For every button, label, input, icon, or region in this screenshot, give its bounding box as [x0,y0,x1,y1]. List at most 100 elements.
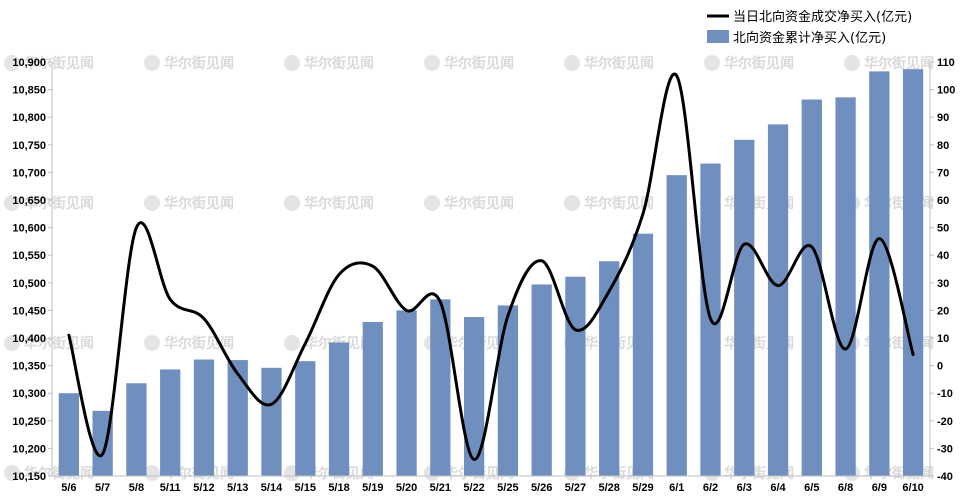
watermark: 华尔街见闻 [424,195,514,212]
y-right-tick-label: 50 [937,223,949,235]
x-tick-label: 5/8 [129,482,144,494]
watermark-logo-icon [564,55,580,71]
y-left-tick-label: 10,600 [12,223,46,235]
watermark-logo-icon [704,55,720,71]
watermark: 华尔街见闻 [144,55,234,72]
legend: 当日北向资金成交净买入(亿元) 北向资金累计净买入(亿元) [707,9,912,46]
watermark-logo-icon [144,195,160,211]
bar-5/13 [227,360,248,476]
x-tick-label: 6/5 [804,482,819,494]
watermark-text: 华尔街见闻 [584,55,654,72]
y-right-tick-label: 30 [937,278,949,290]
line-series [67,72,915,461]
axes: 10,150 10,200 10,250 10,300 10,350 10,400 10,4… [12,57,955,494]
bar-5/26 [531,284,552,476]
bar-5/8 [126,383,147,476]
y-right-tick-label: -40 [937,471,953,483]
bar-6/9 [869,71,890,476]
y-right-tick-label: 90 [937,112,949,124]
y-left-tick-label: 10,500 [12,278,46,290]
y-right-tick-label: 70 [937,167,949,179]
bar-5/20 [396,310,417,476]
bar-5/18 [328,342,350,476]
bar-6/3 [734,139,755,476]
watermark-text: 华尔街见闻 [444,55,514,72]
bar-6/4 [767,124,789,476]
bar-6/5 [801,99,822,476]
watermark-logo-icon [564,195,580,211]
y-right-tick-label: 10 [937,333,949,345]
watermark: 华尔街见闻 [564,55,654,72]
watermark: 华尔街见闻 [144,195,234,212]
x-tick-label: 5/25 [497,482,518,494]
y-right-tick-label: 110 [937,57,955,69]
watermark: 华尔街见闻 [424,55,514,72]
watermark-text: 华尔街见闻 [304,55,374,72]
x-tick-label: 5/19 [362,482,383,494]
watermark-logo-icon [424,55,440,71]
watermark-logo-icon [144,55,160,71]
x-tick-label: 5/20 [396,482,417,494]
watermark-logo-icon [424,195,440,211]
y-right-tick-label: 0 [937,361,943,373]
y-left-tick-label: 10,450 [12,305,46,317]
watermark-logo-icon [4,195,20,211]
x-tick-label: 6/4 [770,482,786,494]
watermark-text: 华尔街见闻 [24,335,94,352]
watermark-text: 华尔街见闻 [444,195,514,212]
y-left-tick-label: 10,150 [12,471,46,483]
y-left-tick-label: 10,900 [12,57,46,69]
x-tick-label: 6/3 [737,482,752,494]
watermark-logo-icon [144,465,160,481]
y-left-tick-label: 10,300 [12,388,46,400]
watermark-text: 华尔街见闻 [24,195,94,212]
bar-5/25 [497,305,519,476]
watermark-text: 华尔街见闻 [584,195,654,212]
watermark: 华尔街见闻 [144,465,234,482]
bar-5/27 [565,276,586,476]
x-tick-label: 5/22 [463,482,484,494]
watermark-logo-icon [4,465,20,481]
watermark-text: 华尔街见闻 [164,55,234,72]
y-left-tick-label: 10,250 [12,416,46,428]
x-tick-label: 5/18 [328,482,349,494]
x-tick-label: 5/11 [160,482,181,494]
bar-5/28 [599,261,620,476]
bar-5/12 [193,359,215,476]
legend-bar-label: 北向资金累计净买入(亿元) [733,30,886,46]
y-left-tick-label: 10,550 [12,250,46,262]
watermark-logo-icon [4,55,20,71]
x-tick-label: 5/27 [565,482,586,494]
watermark-text: 华尔街见闻 [164,195,234,212]
y-left-tick-label: 10,350 [12,361,46,373]
watermark-text: 华尔街见闻 [864,55,934,72]
y-left-tick-label: 10,200 [12,443,46,455]
watermark-logo-icon [284,55,300,71]
bar-6/10 [902,69,924,477]
x-tick-label: 5/26 [531,482,552,494]
y-right-tick-label: 60 [937,195,949,207]
bar-5/29 [632,233,654,476]
legend-bar-swatch [707,30,729,43]
watermark: 华尔街见闻 [704,55,794,72]
watermark-logo-icon [284,195,300,211]
watermark: 华尔街见闻 [4,55,94,72]
x-tick-label: 6/2 [703,482,718,494]
watermark-logo-icon [284,335,300,351]
y-left-tick-label: 10,700 [12,167,46,179]
x-tick-label: 5/13 [227,482,248,494]
y-left-tick-label: 10,400 [12,333,46,345]
y-right-tick-label: 40 [937,250,949,262]
y-left-tick-label: 10,800 [12,112,46,124]
x-tick-label: 5/12 [193,482,214,494]
watermark: 华尔街见闻 [844,55,934,72]
x-tick-label: 5/29 [632,482,653,494]
watermark: 华尔街见闻 [4,195,94,212]
bar-5/19 [362,321,383,476]
y-left-tick-label: 10,850 [12,85,46,97]
x-tick-label: 6/1 [669,482,684,494]
bar-5/14 [261,367,282,476]
x-tick-label: 5/15 [295,482,316,494]
y-right-tick-label: 100 [937,85,955,97]
y-left-tick-label: 10,750 [12,140,46,152]
